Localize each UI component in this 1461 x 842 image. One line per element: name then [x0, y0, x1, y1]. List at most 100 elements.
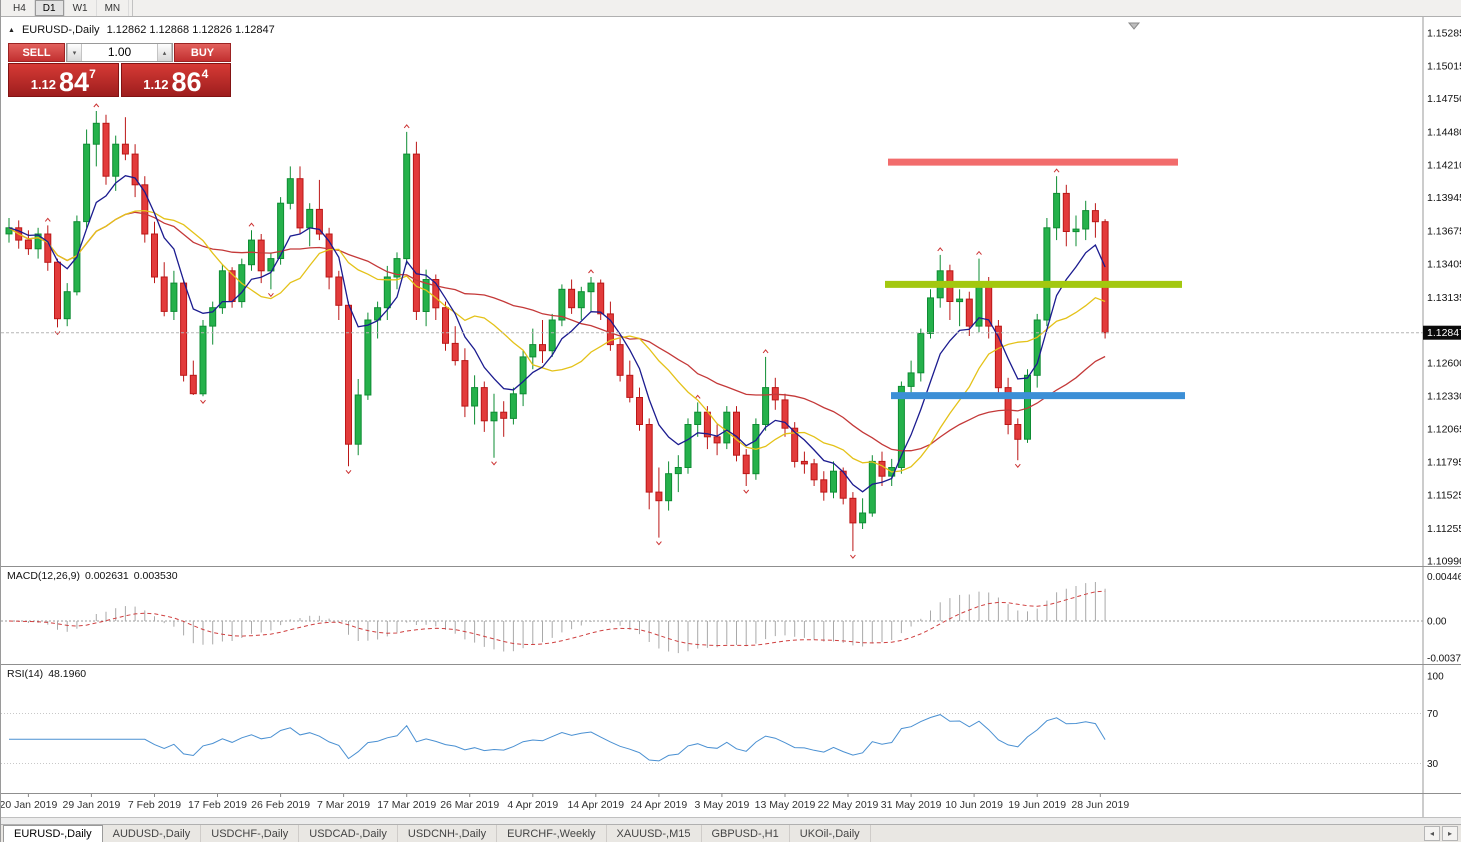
date-axis-label: 22 May 2019	[818, 799, 879, 811]
candles-layer	[5, 111, 1109, 552]
volume-decrease-button[interactable]: ▾	[67, 44, 82, 61]
timeframe-mn-button[interactable]: MN	[97, 0, 130, 16]
volume-spinner: ▾ 1.00 ▴	[66, 43, 173, 62]
macd-title: MACD(12,26,9) 0.002631 0.003530	[7, 570, 178, 582]
sell-price-point: 7	[89, 67, 96, 81]
price-axis-label: 1.14210	[1427, 160, 1461, 172]
tab-ukoil-daily[interactable]: UKOil-,Daily	[790, 825, 871, 842]
mid-ma-line	[8, 209, 1106, 473]
timeframe-toolbar: H4 D1 W1 MN	[1, 0, 1461, 17]
rsi-axis-label: 30	[1427, 759, 1439, 770]
rsi-axis-label: 100	[1427, 672, 1444, 683]
date-axis-label: 7 Feb 2019	[128, 799, 181, 811]
price-axis-label: 1.12600	[1427, 358, 1461, 370]
tab-eurchf-weekly[interactable]: EURCHF-,Weekly	[497, 825, 607, 842]
symbol-period-label: EURUSD-,Daily	[21, 24, 100, 36]
price-axis-label: 1.12330	[1427, 391, 1461, 403]
price-axis-label: 1.11525	[1427, 490, 1461, 502]
rsi-value: 48.1960	[48, 668, 87, 680]
toolbar-separator	[132, 0, 134, 16]
tab-eurusd-daily[interactable]: EURUSD-,Daily	[3, 825, 103, 842]
collapse-trade-panel-icon[interactable]: ▲	[8, 26, 15, 34]
buy-price-big-figure: 1.12	[143, 77, 169, 92]
tab-usdcad-daily[interactable]: USDCAD-,Daily	[299, 825, 398, 842]
date-axis-label: 26 Mar 2019	[440, 799, 499, 811]
one-click-trading-panel: SELL ▾ 1.00 ▴ BUY 1.12 84 7 1.12 86 4	[8, 43, 231, 97]
price-axis-label: 1.15285	[1427, 28, 1461, 40]
sell-button[interactable]: SELL	[8, 43, 65, 62]
volume-input[interactable]: 1.00	[107, 45, 132, 59]
date-axis-label: 28 Jun 2019	[1071, 799, 1129, 811]
rsi-title: RSI(14) 48.1960	[7, 668, 86, 680]
sell-price-display[interactable]: 1.12 84 7	[8, 63, 119, 97]
date-axis-label: 31 May 2019	[881, 799, 942, 811]
rsi-indicator-panel[interactable]: 100 70 30 RSI(14) 48.1960	[1, 664, 1461, 793]
tabs-scroll-right-button[interactable]: ▸	[1442, 826, 1458, 841]
macd-indicator-panel[interactable]: 0.004465 0.00 -0.003715 MACD(12,26,9) 0.00…	[1, 566, 1461, 664]
tabs-scroll-left-button[interactable]: ◂	[1424, 826, 1440, 841]
date-axis-label: 7 Mar 2019	[317, 799, 370, 811]
tab-gbpusd-h1[interactable]: GBPUSD-,H1	[702, 825, 790, 842]
chart-title: ▲ EURUSD-,Daily 1.12862 1.12868 1.12826 …	[8, 24, 275, 36]
macd-svg: 0.004465 0.00 -0.003715	[1, 567, 1461, 664]
buy-price-pips: 86	[171, 67, 202, 98]
chart-shift-marker[interactable]	[1127, 22, 1141, 30]
macd-axis-label: 0.004465	[1427, 572, 1461, 583]
tab-xauusd-m15[interactable]: XAUUSD-,M15	[607, 825, 702, 842]
price-axis-label: 1.12065	[1427, 423, 1461, 435]
date-axis-label: 14 Apr 2019	[567, 799, 624, 811]
candlestick-chart-svg: 1.15285 1.15015 1.14750 1.14480 1.14210 1.139…	[1, 17, 1461, 566]
tab-usdchf-daily[interactable]: USDCHF-,Daily	[201, 825, 300, 842]
tab-usdcnh-daily[interactable]: USDCNH-,Daily	[398, 825, 498, 842]
date-axis-label: 24 Apr 2019	[631, 799, 688, 811]
sell-price-big-figure: 1.12	[30, 77, 57, 92]
price-axis-label: 1.13135	[1427, 292, 1461, 304]
buy-price-display[interactable]: 1.12 86 4	[120, 63, 231, 98]
rsi-axis-label: 70	[1427, 709, 1439, 720]
date-axis-label: 3 May 2019	[694, 799, 749, 811]
price-axis-label: 1.14750	[1427, 93, 1461, 105]
fast-ma-line	[8, 174, 1106, 493]
timeframe-h4-button[interactable]: H4	[5, 0, 35, 16]
macd-main-value: 0.002631	[84, 570, 129, 582]
buy-button[interactable]: BUY	[174, 43, 231, 62]
buy-price-point: 4	[201, 67, 209, 81]
fractal-markers	[44, 103, 1060, 559]
date-axis-label: 10 Jun 2019	[945, 799, 1003, 811]
price-axis-label: 1.11255	[1427, 523, 1461, 535]
time-axis-svg: 20 Jan 2019 29 Jan 2019 7 Feb 2019 17 Feb 2…	[1, 794, 1424, 817]
horizontal-scroll-strip[interactable]	[1, 817, 1461, 824]
volume-increase-button[interactable]: ▴	[157, 44, 172, 61]
tab-scroll-controls: ◂ ▸	[1424, 825, 1461, 842]
macd-signal-value: 0.003530	[133, 570, 178, 582]
price-axis-label: 1.13405	[1427, 259, 1461, 271]
timeframe-w1-button[interactable]: W1	[65, 0, 97, 16]
rsi-svg: 100 70 30	[1, 665, 1444, 793]
date-axis-label: 19 Jun 2019	[1008, 799, 1066, 811]
svg-text:1.12847: 1.12847	[1427, 327, 1461, 339]
chart-tabs-bar: EURUSD-,Daily AUDUSD-,Daily USDCHF-,Dail…	[1, 824, 1461, 842]
time-axis[interactable]: 20 Jan 2019 29 Jan 2019 7 Feb 2019 17 Feb 2…	[1, 793, 1461, 817]
date-axis-label: 26 Feb 2019	[251, 799, 310, 811]
date-axis-label: 29 Jan 2019	[62, 799, 120, 811]
rsi-label: RSI(14)	[7, 668, 44, 680]
tab-audusd-daily[interactable]: AUDUSD-,Daily	[103, 825, 202, 842]
macd-label: MACD(12,26,9)	[7, 570, 80, 582]
date-axis-label: 17 Feb 2019	[188, 799, 247, 811]
current-price-tag: 1.12847	[1423, 325, 1461, 340]
price-axis-label: 1.13945	[1427, 192, 1461, 204]
date-axis-label: 17 Mar 2019	[377, 799, 436, 811]
price-axis-label: 1.15015	[1427, 61, 1461, 73]
macd-axis-label: -0.003715	[1427, 654, 1461, 664]
date-axis-label: 13 May 2019	[755, 799, 816, 811]
price-chart-panel[interactable]: 1.15285 1.15015 1.14750 1.14480 1.14210 1.139…	[1, 17, 1461, 566]
timeframe-d1-button[interactable]: D1	[34, 0, 65, 16]
date-axis-label: 20 Jan 2019	[1, 799, 57, 811]
macd-axis-label: 0.00	[1427, 617, 1447, 628]
rsi-line	[9, 714, 1106, 762]
macd-histogram	[18, 582, 1106, 654]
sell-price-pips: 84	[59, 67, 90, 98]
price-axis-label: 1.11795	[1427, 457, 1461, 469]
date-axis-label: 4 Apr 2019	[507, 799, 558, 811]
